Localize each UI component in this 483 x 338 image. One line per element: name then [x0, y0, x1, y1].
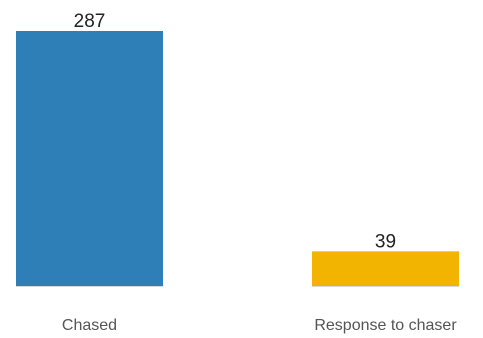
category-label-1: Response to chaser: [314, 317, 457, 334]
category-label-0: Chased: [62, 317, 117, 334]
bar-0: [16, 31, 163, 286]
category-labels-layer: Chased Response to chaser: [62, 317, 457, 334]
bars-layer: [16, 31, 459, 287]
value-label-0: 287: [74, 11, 106, 32]
bar-1: [312, 251, 459, 286]
value-labels-layer: 287 39: [74, 11, 396, 252]
value-label-1: 39: [375, 231, 396, 252]
